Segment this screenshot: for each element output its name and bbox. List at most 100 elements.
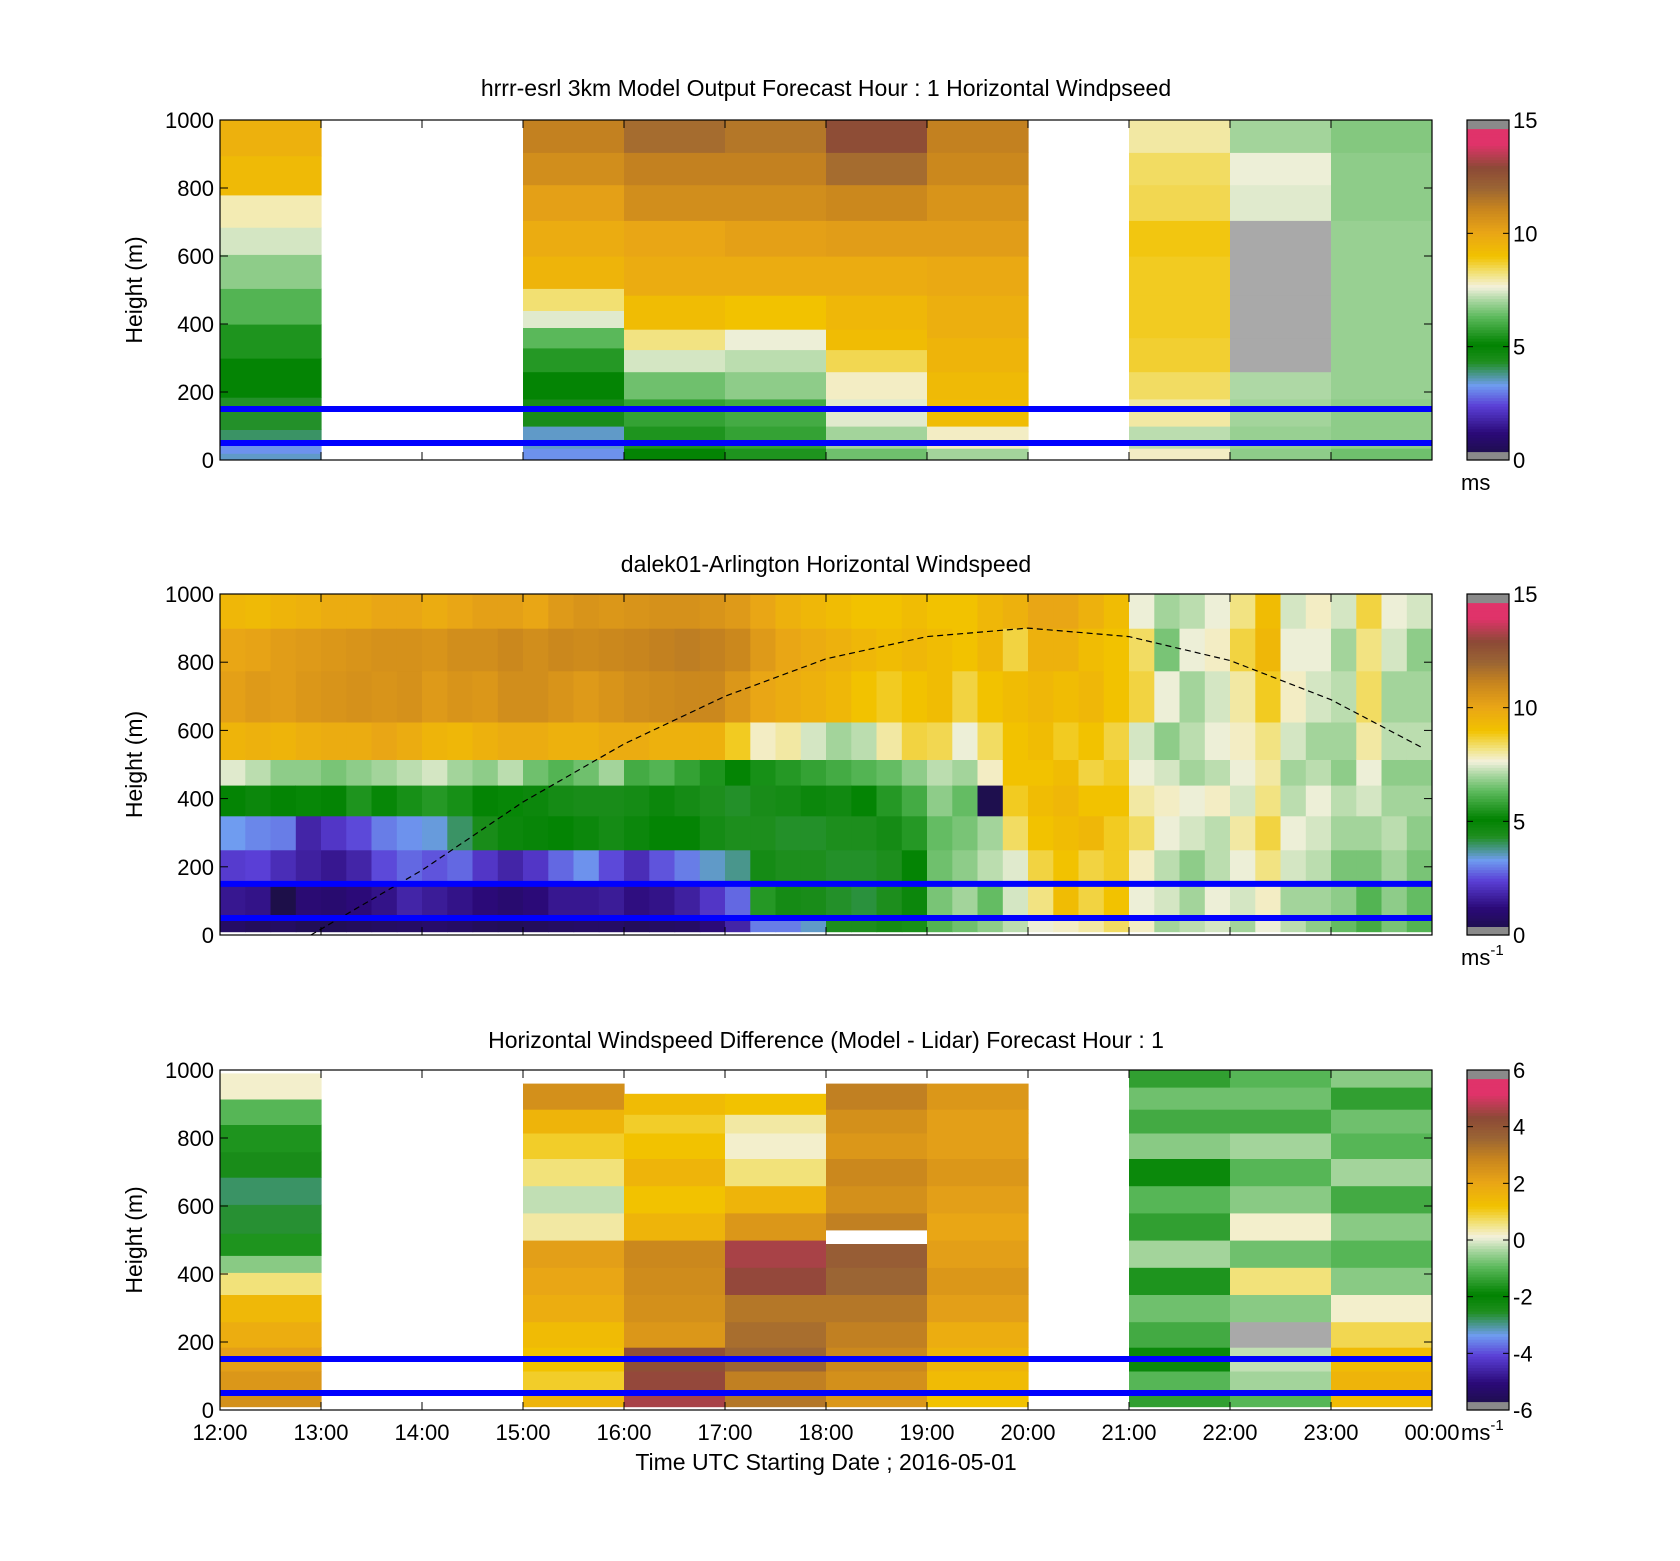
- colorbar-segment: [1467, 1364, 1509, 1369]
- heatmap-cell: [725, 1393, 827, 1408]
- colorbar-segment: [1467, 329, 1509, 334]
- heatmap-cell: [1002, 594, 1029, 629]
- colorbar-segment: [1467, 1132, 1509, 1136]
- heatmap-cell: [1078, 670, 1105, 723]
- colorbar-segment: [1467, 179, 1509, 183]
- heatmap-cell: [523, 594, 549, 629]
- heatmap-cell: [598, 721, 625, 760]
- heatmap-cell: [775, 628, 802, 672]
- heatmap-cell: [649, 628, 676, 672]
- heatmap-cell: [977, 759, 1004, 786]
- heatmap-cell: [1129, 120, 1231, 153]
- colorbar-segment: [1467, 239, 1509, 243]
- heatmap-cell: [876, 721, 903, 760]
- colorbar-segment: [1467, 1228, 1509, 1233]
- heatmap-cell: [1129, 1185, 1231, 1214]
- colorbar-segment: [1467, 128, 1509, 132]
- heatmap-cell: [1406, 815, 1432, 851]
- heatmap-cell: [270, 759, 297, 786]
- heatmap-cell: [270, 849, 297, 885]
- heatmap-cell: [826, 1370, 928, 1394]
- colorbar-segment: [1467, 1276, 1509, 1281]
- colorbar-segment: [1467, 168, 1509, 172]
- heatmap-cell: [598, 849, 625, 885]
- heatmap-cell: [624, 1132, 726, 1159]
- heatmap-cell: [1154, 721, 1181, 760]
- heatmap-cell: [1255, 785, 1282, 817]
- heatmap-cell: [447, 721, 474, 760]
- colorbar-segment: [1467, 1104, 1509, 1108]
- heatmap-cell: [1331, 337, 1432, 373]
- heatmap-cell: [725, 1185, 827, 1214]
- heatmap-cell: [750, 883, 777, 916]
- heatmap-cell: [523, 184, 625, 221]
- heatmap-cell: [826, 295, 928, 330]
- colorbar-segment: [1467, 889, 1509, 893]
- heatmap-cell: [220, 815, 246, 851]
- heatmap-cell: [396, 594, 423, 629]
- heatmap-cell: [725, 594, 751, 629]
- heatmap-cell: [977, 815, 1004, 851]
- heatmap-cell: [1129, 1294, 1231, 1323]
- colorbar-segment: [1467, 222, 1509, 226]
- heatmap-cell: [775, 721, 802, 760]
- colorbar-segment: [1467, 906, 1509, 910]
- heatmap-cell: [1002, 815, 1029, 851]
- colorbar-segment: [1467, 818, 1509, 822]
- heatmap-cell: [952, 815, 979, 851]
- colorbar: 0 5 10 15 ms: [1461, 108, 1537, 495]
- colorbar-unit-sup: -1: [1490, 942, 1503, 959]
- heatmap-cell: [775, 759, 802, 786]
- heatmap-cell: [826, 1393, 928, 1408]
- heatmap-cell: [1356, 883, 1383, 916]
- heatmap-cell: [548, 759, 575, 786]
- colorbar-segment: [1467, 1129, 1509, 1133]
- heatmap-cell: [447, 628, 474, 672]
- heatmap-cell: [1230, 1294, 1332, 1323]
- heatmap-cell: [1129, 721, 1155, 760]
- heatmap-cell: [927, 256, 1029, 296]
- heatmap-cell: [901, 594, 928, 629]
- heatmap-cell: [927, 1158, 1029, 1187]
- colorbar-segment: [1467, 1310, 1509, 1315]
- colorbar-segment: [1467, 1319, 1509, 1323]
- heatmap-cell: [497, 628, 524, 672]
- heatmap-cell: [1129, 1393, 1231, 1408]
- colorbar-segment: [1467, 309, 1509, 314]
- heatmap-cell: [725, 721, 751, 760]
- heatmap-cell: [1230, 1370, 1332, 1394]
- heatmap-cell: [1230, 448, 1332, 460]
- heatmap-cell: [876, 670, 903, 723]
- colorbar-segment: [1467, 1163, 1509, 1167]
- heatmap-cell: [1204, 628, 1231, 672]
- heatmap-cell: [699, 670, 726, 723]
- colorbar-segment: [1467, 165, 1509, 169]
- heatmap-cell: [1204, 594, 1231, 629]
- colorbar-segment: [1467, 1206, 1509, 1210]
- colorbar-segment: [1467, 154, 1509, 158]
- colorbar-segment: [1467, 298, 1509, 302]
- heatmap-cell: [851, 815, 878, 851]
- colorbar-segment: [1467, 358, 1509, 362]
- colorbar-segment: [1467, 363, 1509, 368]
- colorbar-segment: [1467, 841, 1509, 845]
- colorbar-segment: [1467, 1095, 1509, 1099]
- colorbar-segment: [1467, 878, 1509, 882]
- colorbar-segment: [1467, 1291, 1509, 1295]
- heatmap-cell: [598, 883, 625, 916]
- colorbar-segment: [1467, 261, 1509, 266]
- colorbar-segment: [1467, 693, 1509, 697]
- y-tick-label: 200: [177, 380, 214, 405]
- heatmap-cell: [750, 759, 777, 786]
- heatmap-cell: [523, 1212, 625, 1241]
- heatmap-cell: [1002, 849, 1029, 885]
- heatmap-cell: [548, 594, 575, 629]
- heatmap-cell: [876, 785, 903, 817]
- colorbar-segment: [1467, 883, 1509, 888]
- heatmap-cell: [1305, 815, 1332, 851]
- colorbar-segment: [1467, 639, 1509, 643]
- colorbar-segment: [1467, 1118, 1509, 1122]
- heatmap-cell: [1179, 883, 1206, 916]
- heatmap-cell: [826, 815, 852, 851]
- colorbar-segment: [1467, 196, 1509, 200]
